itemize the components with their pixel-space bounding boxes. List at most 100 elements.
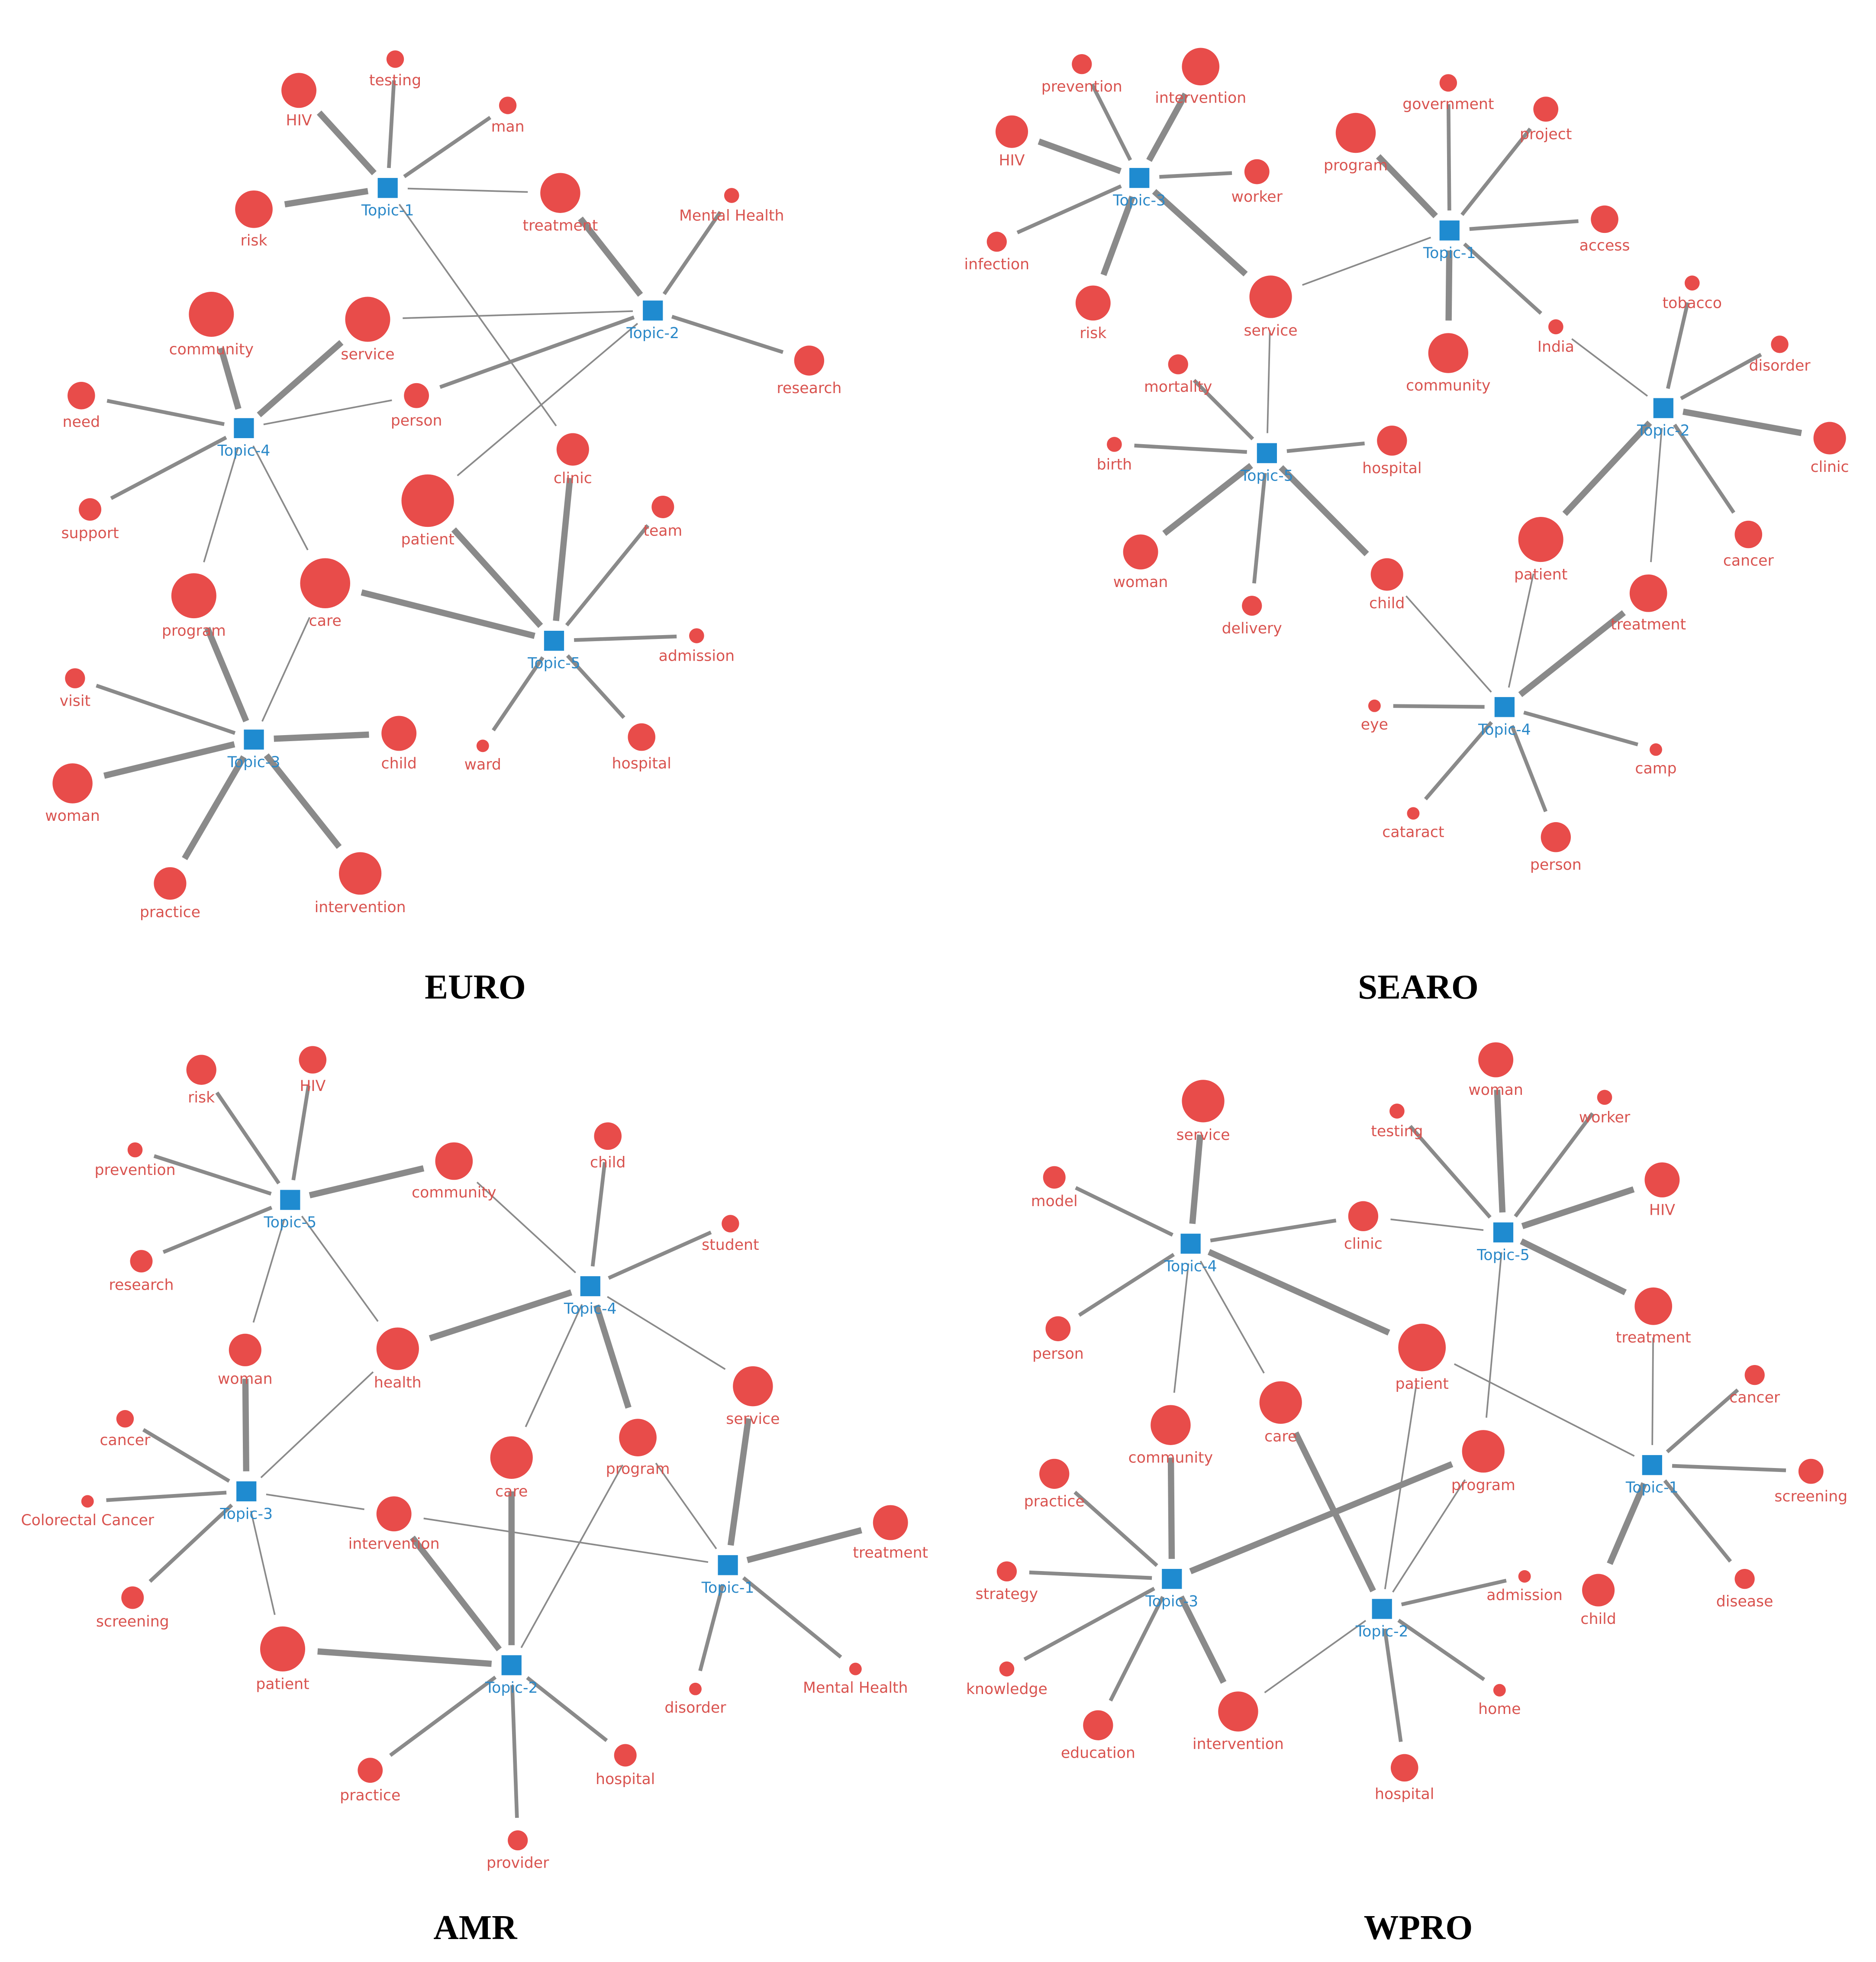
topic-label: Topic-2	[1637, 422, 1690, 439]
edge	[1159, 171, 1232, 179]
term-node	[130, 1250, 153, 1273]
term-node	[1398, 1323, 1446, 1371]
edge	[655, 1462, 717, 1549]
term-node	[1734, 520, 1763, 549]
term-label: delivery	[1222, 620, 1282, 637]
term-label: Mental Health	[803, 1679, 908, 1697]
edge	[1460, 127, 1532, 216]
term-node	[127, 1142, 143, 1158]
term-label: cancer	[1723, 552, 1774, 570]
term-label: program	[1324, 157, 1388, 174]
topic-node	[1494, 697, 1515, 717]
term-label: risk	[1080, 325, 1106, 342]
edge	[607, 1296, 726, 1370]
term-node	[651, 495, 674, 518]
term-label: child	[381, 755, 417, 772]
term-node	[121, 1586, 144, 1609]
term-node	[722, 1215, 739, 1233]
edge	[553, 478, 574, 621]
term-node	[1478, 1042, 1514, 1078]
term-label: risk	[241, 232, 268, 249]
edge	[1210, 1218, 1337, 1242]
edge	[457, 323, 638, 477]
term-node	[386, 50, 404, 68]
edge	[1607, 1482, 1647, 1565]
topic-label: Topic-5	[1476, 1246, 1530, 1264]
term-node	[1039, 1459, 1070, 1489]
edge	[1100, 195, 1135, 276]
edge	[204, 626, 249, 723]
edge	[1038, 139, 1122, 174]
edge	[1663, 1479, 1732, 1563]
term-node	[1644, 1162, 1680, 1197]
term-node	[1182, 48, 1220, 86]
edge	[1650, 428, 1663, 562]
term-node	[999, 1661, 1015, 1677]
term-label: clinic	[554, 470, 592, 487]
term-label: student	[702, 1236, 759, 1254]
term-label: practice	[1024, 1493, 1085, 1510]
edge	[1023, 1587, 1155, 1661]
edge	[261, 617, 310, 722]
edge	[1683, 408, 1802, 436]
term-label: research	[777, 380, 841, 397]
edge	[387, 80, 396, 168]
term-label: intervention	[1155, 90, 1246, 107]
term-node	[619, 1419, 657, 1456]
edge	[403, 310, 633, 319]
term-node	[52, 763, 93, 804]
term-node	[1043, 1166, 1066, 1189]
edge	[389, 1675, 497, 1757]
term-label: child	[1369, 595, 1405, 612]
term-node	[1439, 74, 1457, 92]
edge	[520, 1464, 624, 1648]
term-label: HIV	[1649, 1201, 1675, 1219]
term-label: woman	[1113, 574, 1168, 591]
edge	[439, 315, 635, 389]
term-label: person	[1530, 856, 1582, 874]
topic-node	[580, 1276, 600, 1297]
topic-node	[234, 418, 254, 439]
term-label: service	[341, 346, 394, 363]
edge	[142, 1428, 230, 1483]
panel-caption: AMR	[433, 1908, 518, 1947]
term-node	[281, 73, 317, 108]
topic-label: Topic-5	[527, 655, 580, 672]
term-node	[1798, 1459, 1824, 1484]
term-node	[1771, 336, 1789, 353]
edge	[96, 684, 236, 735]
term-node	[299, 1046, 327, 1074]
edge	[1510, 725, 1548, 813]
topic-label: Topic-4	[564, 1300, 617, 1318]
term-node	[1744, 1365, 1765, 1385]
edge	[218, 347, 242, 410]
edge	[361, 589, 535, 639]
edge	[525, 1304, 583, 1427]
edge	[574, 634, 677, 642]
term-label: intervention	[1193, 1736, 1284, 1753]
term-label: HIV	[999, 152, 1025, 169]
edge	[1152, 189, 1248, 277]
term-label: woman	[218, 1370, 273, 1388]
term-node	[79, 498, 102, 521]
edge	[1571, 338, 1648, 397]
term-label: testing	[369, 72, 421, 89]
term-node	[381, 716, 417, 751]
term-node	[1734, 1568, 1755, 1589]
edge	[510, 1685, 519, 1818]
term-node	[508, 1830, 528, 1851]
term-node	[229, 1333, 261, 1366]
term-label: community	[1406, 377, 1490, 394]
term-label: care	[495, 1483, 528, 1500]
term-node	[116, 1410, 134, 1428]
edge	[1401, 1578, 1507, 1607]
term-node	[1813, 422, 1846, 455]
term-label: testing	[1371, 1123, 1423, 1140]
edge	[1562, 420, 1652, 516]
term-label: admission	[659, 647, 735, 665]
term-label: mortality	[1144, 378, 1212, 396]
term-label: hospital	[1362, 460, 1422, 477]
term-node	[1168, 354, 1188, 374]
topic-node	[501, 1655, 522, 1675]
term-label: screening	[1774, 1488, 1847, 1505]
